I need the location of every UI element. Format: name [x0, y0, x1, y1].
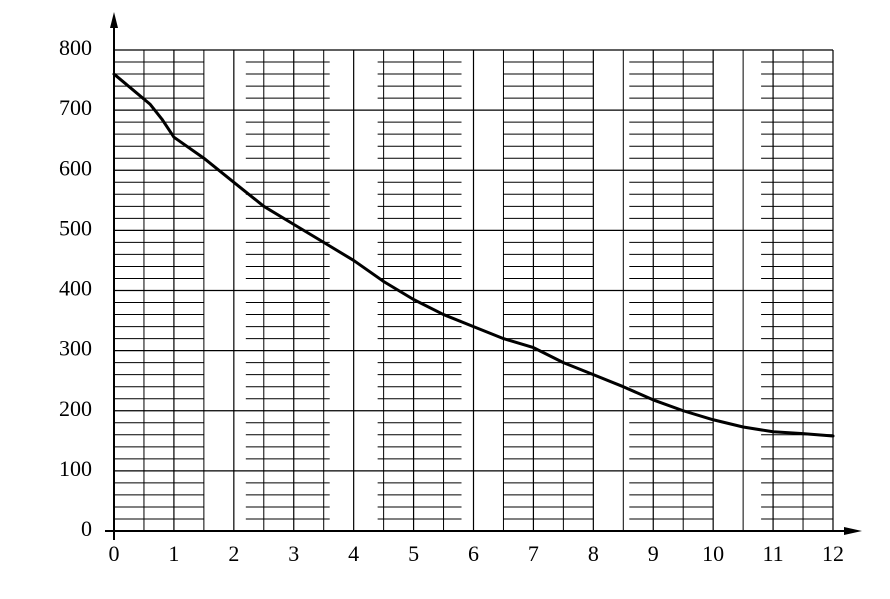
x-tick-label: 8 — [588, 541, 599, 566]
y-tick-label: 0 — [81, 516, 92, 541]
y-axis-arrow — [110, 12, 118, 28]
data-line — [112, 72, 835, 438]
x-tick-label: 5 — [408, 541, 419, 566]
x-tick-label: 12 — [822, 541, 844, 566]
x-tick-label: 6 — [468, 541, 479, 566]
y-tick-label: 600 — [59, 155, 92, 180]
x-tick-label: 9 — [648, 541, 659, 566]
y-tick-label: 700 — [59, 95, 92, 120]
x-tick-label: 0 — [109, 541, 120, 566]
x-axis-arrow — [844, 527, 862, 535]
y-tick-label: 100 — [59, 456, 92, 481]
x-tick-label: 7 — [528, 541, 539, 566]
y-tick-label: 200 — [59, 396, 92, 421]
x-tick-label: 3 — [288, 541, 299, 566]
x-tick-label: 11 — [762, 541, 783, 566]
y-tick-label: 800 — [59, 35, 92, 60]
y-tick-label: 300 — [59, 336, 92, 361]
x-tick-label: 10 — [702, 541, 724, 566]
x-tick-label: 4 — [348, 541, 359, 566]
x-tick-label: 1 — [168, 541, 179, 566]
major-grid — [113, 49, 834, 532]
y-tick-label: 500 — [59, 215, 92, 240]
y-tick-label: 400 — [59, 276, 92, 301]
x-tick-label: 2 — [228, 541, 239, 566]
